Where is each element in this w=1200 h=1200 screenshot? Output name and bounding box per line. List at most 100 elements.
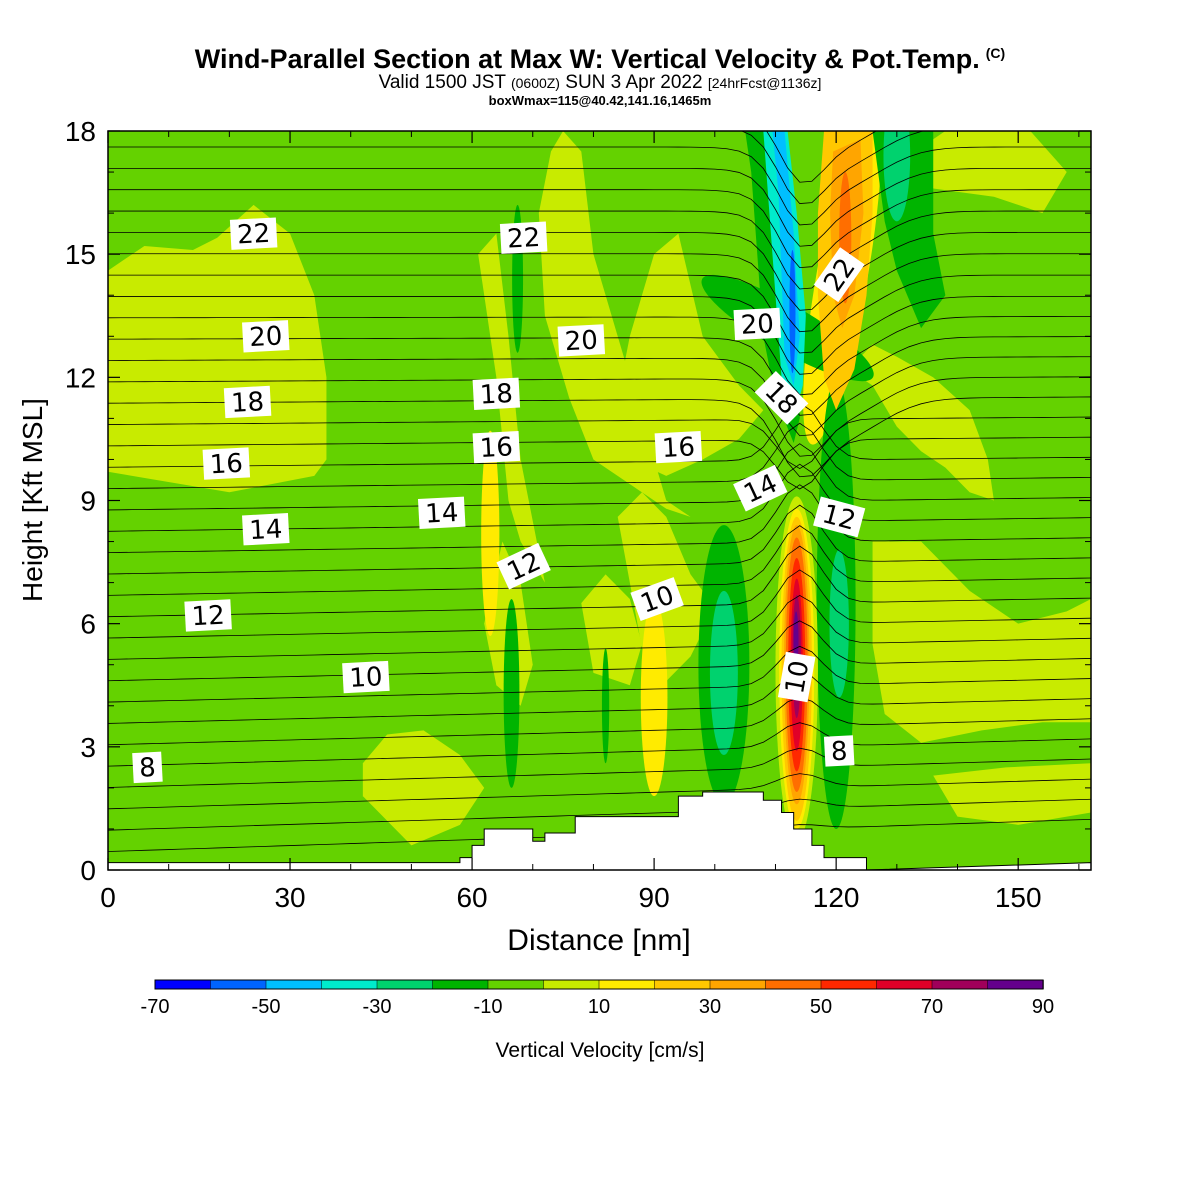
x-tick-label: 120 (813, 882, 860, 913)
contour-label: 18 (223, 385, 272, 419)
contour-label-text: 16 (209, 449, 244, 481)
contour-label-box (472, 377, 521, 410)
isentrope-line (108, 798, 1091, 831)
wfield-region-i (848, 344, 994, 501)
y-tick-label: 15 (65, 239, 96, 270)
isentrope-line (108, 545, 1091, 618)
contour-label-box (733, 464, 788, 512)
isentrope-line (108, 594, 1091, 660)
terrain (108, 791, 1091, 870)
isentrope-line (108, 356, 1091, 437)
axes: 0 30 60 90 120 150 0 3 6 9 12 15 18 Distance [nm] Heig… (17, 116, 1091, 957)
isentrope-line (108, 146, 1091, 226)
y-axis-label: Height [Kft MSL] (17, 398, 48, 602)
contour-label-box (813, 496, 866, 538)
wfield-region-f (362, 730, 485, 846)
isentrope-line (766, 131, 877, 183)
colorbar-swatch (321, 979, 378, 990)
isentrope-line (108, 645, 1091, 703)
contour-label: 20 (242, 320, 290, 353)
isentrope-line (108, 747, 1091, 788)
colorbar-tick-label: 10 (588, 996, 610, 1018)
x-axis-label: Distance [nm] (507, 924, 690, 957)
wfield-region-left (108, 204, 327, 493)
contour-label: 8 (823, 735, 855, 767)
contour-label: 22 (229, 217, 278, 250)
isentrope-line (108, 376, 1091, 457)
valid-time-z: (0600Z) (510, 75, 560, 91)
contour-label: 20 (733, 307, 782, 341)
colorbar-swatch (210, 979, 267, 990)
isentrope-line (108, 189, 1091, 269)
contour-label-text: 8 (138, 753, 156, 784)
isentrope-line (108, 402, 1091, 468)
box-wmax-line: boxWmax=115@40.42,141.16,1465m (488, 93, 712, 108)
colorbar-swatch (876, 979, 933, 990)
contour-label-box (242, 513, 290, 546)
copyright-mark: (C) (985, 45, 1006, 61)
y-tick-label: 18 (65, 116, 96, 147)
contour-label-box (496, 542, 551, 590)
chart-subtitle: Valid 1500 JST (0600Z) SUN 3 Apr 2022 [2… (0, 72, 1200, 94)
contour-label-text: 10 (780, 658, 815, 696)
contour-label: 14 (242, 513, 290, 546)
colorbar-swatch (931, 979, 989, 990)
contour-label-text: 20 (249, 321, 284, 353)
contour-label-text: 20 (740, 309, 775, 341)
contour-label-box (184, 599, 232, 632)
contour-label-box (777, 651, 816, 703)
wfield-blue-a (789, 250, 796, 374)
colorbar-tick-label: -30 (363, 996, 392, 1018)
contour-label-box (417, 496, 466, 529)
contour-label: 16 (202, 447, 251, 481)
wfield-region-j (896, 131, 1067, 214)
wfield-green-a (503, 599, 520, 788)
wfield-region-k (933, 763, 1091, 825)
wfield-yellow-b (481, 430, 500, 636)
isentrope-line (108, 422, 1091, 489)
colorbar-swatch (598, 979, 656, 990)
contour-label: 14 (417, 496, 466, 530)
chart-title: Wind-Parallel Section at Max W: Vertical… (0, 44, 1200, 75)
contour-label: 10 (777, 651, 816, 703)
y-tick-label: 6 (80, 609, 96, 640)
wfield-region-h (872, 541, 1091, 743)
contour-label-text: 16 (479, 432, 514, 464)
contour-label-text: 12 (191, 601, 226, 633)
contour-label: 18 (472, 377, 521, 411)
terrain-profile (108, 791, 1091, 870)
potential-temperature-contours (108, 131, 1091, 852)
contour-label: 20 (557, 324, 606, 357)
isentrope-line (108, 210, 1091, 290)
y-tick-label: 12 (65, 362, 96, 393)
vertical-velocity-field (108, 131, 1091, 846)
colorbar-swatch (987, 979, 1044, 990)
contour-label-text: 16 (661, 432, 696, 464)
isentrope-line (108, 416, 1091, 470)
colorbar-swatch (654, 979, 711, 990)
colorbar-swatch (376, 979, 434, 990)
y-tick-label: 0 (80, 855, 96, 886)
isentrope-line (108, 620, 1091, 682)
contour-label-box (823, 735, 855, 767)
colorbar-swatch (709, 979, 767, 990)
isentrope-line (108, 484, 1091, 554)
isentrope-line (108, 696, 1091, 746)
isentrope-line (108, 671, 1091, 724)
colorbar-tick-label: 90 (1032, 996, 1054, 1018)
colorbar-swatch (487, 979, 545, 990)
wfield-region-a (478, 233, 545, 583)
colorbar-swatch (765, 979, 822, 990)
valid-date: SUN 3 Apr 2022 (565, 72, 703, 93)
wfield-green-g (601, 648, 610, 764)
colorbar-swatch (432, 979, 489, 990)
contour-label-box (132, 751, 163, 784)
colorbar-tick-label: 50 (810, 996, 832, 1018)
isentrope-line (108, 569, 1091, 639)
contour-label: 14 (733, 464, 788, 512)
isentrope-line (108, 274, 1091, 354)
isentrope-line (108, 396, 1091, 478)
